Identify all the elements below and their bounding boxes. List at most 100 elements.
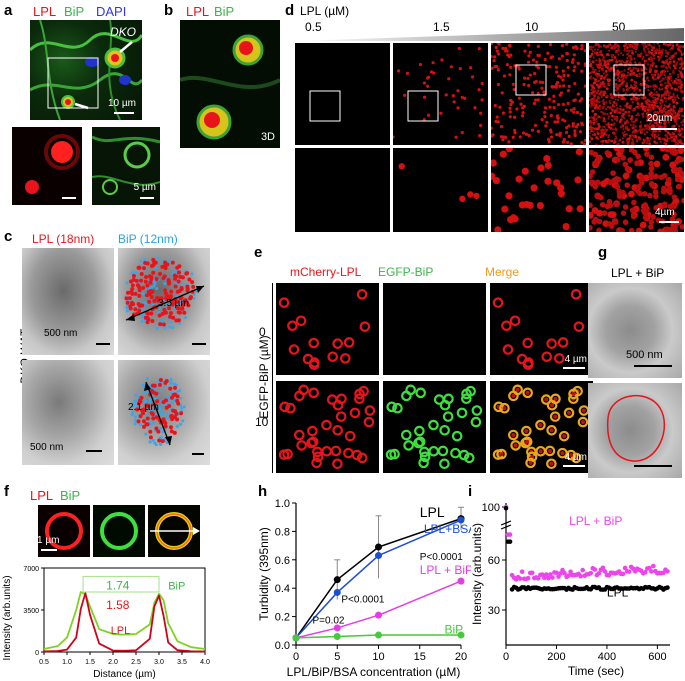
f-annot-lpl-value: 1.58 [106, 598, 130, 612]
h-series-0-line [295, 517, 462, 639]
e-scale-bar-0 [563, 367, 585, 369]
h-series-0-point [375, 543, 382, 551]
f-annot-bip-value: 1.74 [106, 579, 130, 593]
i-xtick-label: 200 [547, 651, 565, 663]
f-ytick-label: 7000 [23, 566, 39, 573]
a-inset-green: 5 µm [92, 127, 160, 205]
f-annot-bip-label: BiP [168, 581, 185, 593]
h-ytick-label: 0.0 [275, 640, 290, 652]
i-series-0-point [600, 565, 606, 571]
h-series-2-point [333, 624, 341, 632]
i-series-0-point [558, 571, 563, 576]
c-em-1: 500 nm [22, 248, 114, 355]
f-ylabel: Intensity (arb.units) [2, 575, 13, 660]
a-legend-lpl: LPL [33, 4, 57, 19]
b-legend-bip: BiP [214, 4, 235, 19]
panel-letter-a: a [4, 2, 13, 19]
h-ytick-label: 0.4 [275, 583, 290, 595]
c-em-2: 500 nm [22, 360, 114, 465]
e-row-1: 10 [255, 415, 269, 429]
f-ring-red: 1 µm [38, 505, 90, 557]
i-series-0-point [544, 572, 549, 577]
f-line-profile-chart: 0.5 1.0 1.5 2.0 2.5 3.0 3.5 4.0 0 3500 7000 1.74 BiP… [2, 566, 210, 680]
i-series-0-point [602, 569, 608, 574]
f-xtick-label: 2.5 [131, 659, 141, 666]
i-xtick-label: 600 [648, 651, 666, 663]
i-series-0-point [554, 570, 559, 576]
e-row-axis: EGFP-BiP (µM) [257, 335, 271, 419]
i-series-0-point [592, 567, 598, 572]
f-ytick-label: 0 [35, 650, 39, 657]
i-series-0-point [517, 576, 523, 581]
f-scale: 1 µm [38, 535, 60, 546]
h-series-2-point [457, 577, 465, 585]
e-micrograph-grid: 4 µm 4 µm [276, 283, 594, 473]
i-series-0-point [580, 567, 586, 573]
c-legend-lpl: LPL (18nm) [32, 232, 95, 246]
panel-letter-g: g [598, 244, 608, 261]
e-scale-bar-1 [563, 465, 585, 467]
f-ring-green [93, 505, 145, 557]
i-series-0-point [642, 570, 648, 575]
h-series-3-point [333, 632, 341, 640]
e-scale-1: 4 µm [564, 452, 587, 463]
i-ytick-label: 100 [482, 502, 500, 514]
c-dist1: 3.5 µm [158, 298, 189, 309]
f-xtick-label: 4.0 [200, 659, 210, 666]
h-series-1-point [375, 552, 382, 560]
a-dko-label: DKO [109, 25, 136, 39]
d-scale-bottom: 4µm [655, 207, 675, 218]
a-micrograph-main: DKO 10 µm [30, 20, 142, 120]
c-em-1-annotated: 3.5 µm [118, 248, 210, 355]
i-series-0-point [535, 576, 541, 581]
i-series-0-point [622, 565, 628, 571]
a-legend-dapi: DAPI [96, 4, 127, 19]
g-title: LPL + BiP [611, 266, 665, 280]
panel-letter-h: h [258, 483, 268, 500]
i-series-1-point [665, 585, 670, 590]
f-xtick-label: 1.5 [85, 659, 95, 666]
h-series-1-point [333, 588, 341, 596]
i-series-1-point [503, 505, 509, 511]
a-scale-inset-label: 5 µm [133, 182, 156, 193]
d-tile-r1-c2 [491, 148, 586, 232]
i-axis-break-1 [500, 520, 512, 526]
f-legend-lpl: LPL [30, 488, 54, 503]
e-row-0: 0 [259, 325, 266, 339]
i-xtick-label: 400 [598, 651, 616, 663]
d-tile-r1-c0 [295, 148, 390, 232]
i-series-0-point [550, 575, 555, 580]
h-pvalue-1: P<0.0001 [341, 594, 385, 605]
d-tile-r0-c3 [589, 43, 684, 145]
c-scale2: 500 nm [30, 442, 64, 453]
h-turbidity-chart: 0.0 0.2 0.4 0.6 0.8 1.0 0 5 10 15 20 LPL LPL+BSA LPL … [257, 498, 471, 679]
f-xlabel: Distance (µm) [93, 669, 155, 680]
i-series-0-point [596, 571, 602, 576]
h-series-1-point [457, 516, 465, 524]
i-series-0-point [507, 532, 513, 537]
i-series-0-point [568, 569, 573, 575]
i-series-0-point [649, 569, 654, 574]
g-scale-bar [634, 365, 672, 367]
e-col-title-1: EGFP-BiP [378, 265, 434, 279]
i-xtick-label: 0 [503, 651, 509, 663]
i-series-0-point [546, 575, 551, 581]
d-tile-r0-c2 [491, 43, 586, 145]
f-series-lpl-line [43, 592, 206, 653]
i-intensity-chart: 30 60 100 0 200 400 600 LPL + BiP LPL Time (sec) I… [470, 502, 670, 678]
e-tile-r0-c0 [276, 283, 379, 375]
e-tile-r1-c2: 4 µm [490, 381, 593, 473]
i-series-0-point [566, 573, 571, 578]
f-xtick-label: 3.5 [177, 659, 187, 666]
i-series-0-label: LPL + BiP [569, 514, 622, 528]
i-series-0-point [529, 570, 535, 576]
h-xtick-label: 10 [372, 651, 384, 663]
d-scale-top-bar [651, 128, 677, 130]
i-series-0-point [651, 563, 656, 569]
e-row-axis-line [272, 283, 273, 473]
f-xtick-label: 2.0 [108, 659, 118, 666]
a-scale-main-label: 10 µm [108, 98, 136, 109]
h-pvalue-2: P<0.0001 [420, 552, 464, 563]
f-annot-lpl-label: LPL [111, 625, 131, 637]
d-tile-r0-c1 [393, 43, 488, 145]
